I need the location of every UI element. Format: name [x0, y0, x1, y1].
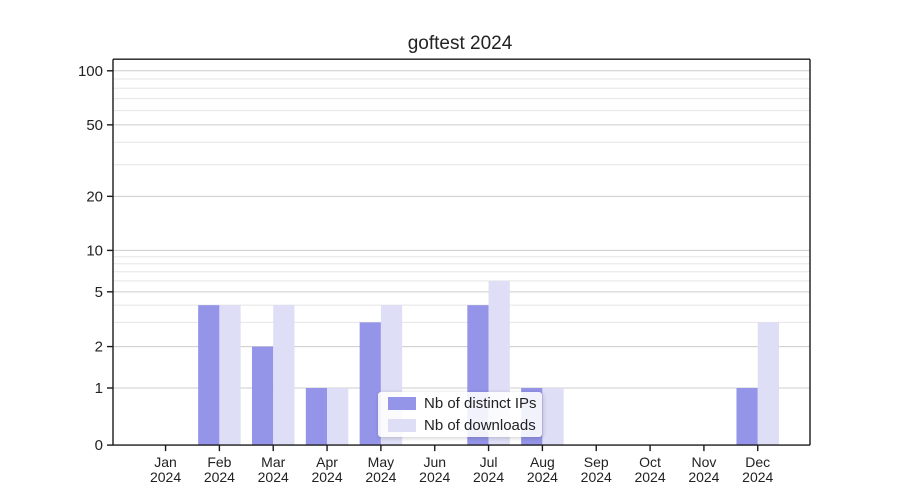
svg-text:2024: 2024 [473, 469, 504, 485]
svg-text:2024: 2024 [365, 469, 396, 485]
svg-text:Mar: Mar [261, 454, 285, 470]
svg-text:5: 5 [95, 284, 103, 301]
svg-text:2024: 2024 [258, 469, 289, 485]
svg-text:20: 20 [86, 188, 103, 205]
svg-text:10: 10 [86, 242, 103, 259]
svg-text:100: 100 [78, 63, 103, 80]
svg-text:2024: 2024 [634, 469, 665, 485]
svg-text:0: 0 [95, 437, 103, 454]
svg-text:Aug: Aug [530, 454, 555, 470]
svg-text:Jan: Jan [154, 454, 177, 470]
svg-text:2024: 2024 [204, 469, 235, 485]
svg-text:Jul: Jul [480, 454, 498, 470]
svg-text:goftest 2024: goftest 2024 [408, 33, 513, 54]
svg-text:Dec: Dec [745, 454, 770, 470]
svg-text:Nov: Nov [691, 454, 716, 470]
svg-text:Sep: Sep [584, 454, 609, 470]
svg-text:2024: 2024 [311, 469, 342, 485]
svg-text:2024: 2024 [581, 469, 612, 485]
svg-text:2024: 2024 [419, 469, 450, 485]
svg-text:Feb: Feb [207, 454, 231, 470]
svg-text:1: 1 [95, 380, 103, 397]
svg-text:2024: 2024 [688, 469, 719, 485]
svg-text:Oct: Oct [639, 454, 661, 470]
svg-text:Apr: Apr [316, 454, 338, 470]
svg-text:2024: 2024 [150, 469, 181, 485]
svg-text:Jun: Jun [423, 454, 446, 470]
svg-text:2024: 2024 [527, 469, 558, 485]
svg-text:2024: 2024 [742, 469, 773, 485]
svg-text:May: May [368, 454, 394, 470]
svg-text:2: 2 [95, 339, 103, 356]
svg-text:50: 50 [86, 117, 103, 134]
